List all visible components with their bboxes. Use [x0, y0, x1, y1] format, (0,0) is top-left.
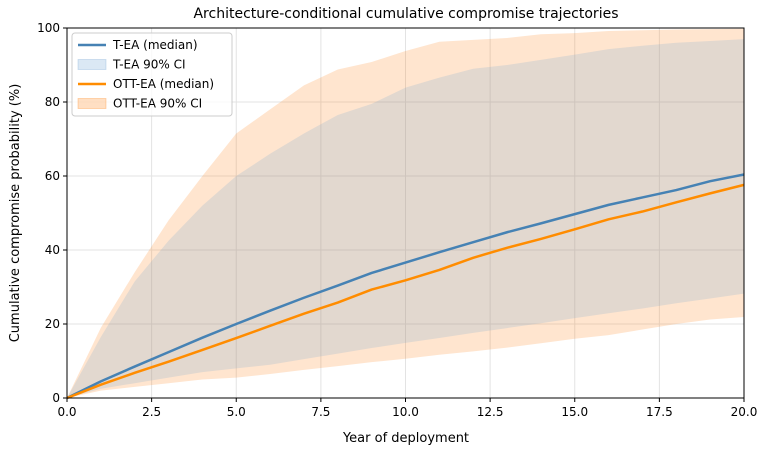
legend-box — [71, 32, 233, 117]
ci-bands — [67, 28, 744, 399]
y-axis: 0 20 40 60 80 100 — [37, 21, 67, 405]
y-tick-label-3: 60 — [45, 169, 60, 183]
x-tick-label-4: 10.0 — [392, 405, 419, 419]
y-tick-label-2: 40 — [45, 243, 60, 257]
line-t-ea-median- — [66, 173, 745, 400]
legend-label-t-ea-median-: T-EA (median) — [112, 38, 198, 52]
line-ott-ea-median- — [66, 183, 745, 400]
x-tick-label-2: 5.0 — [227, 405, 246, 419]
y-axis-label: Cumulative compromise probability (%) — [8, 84, 23, 343]
legend-swatch-ott-ea-90-ci — [77, 98, 107, 109]
chart-title: Architecture-conditional cumulative comp… — [193, 6, 618, 22]
x-tick-label-5: 12.5 — [477, 405, 504, 419]
x-tick-label-6: 15.0 — [561, 405, 588, 419]
x-tick-label-0: 0.0 — [57, 405, 76, 419]
legend-label-ott-ea-90-ci: OTT-EA 90% CI — [113, 97, 202, 111]
legend-label-ott-ea-median-: OTT-EA (median) — [113, 77, 214, 91]
legend-label-t-ea-90-ci: T-EA 90% CI — [112, 58, 186, 72]
legend: T-EA (median) T-EA 90% CI OTT-EA (median) O… — [71, 32, 233, 117]
y-tick-label-0: 0 — [52, 391, 60, 405]
x-tick-label-1: 2.5 — [142, 405, 161, 419]
median-lines — [66, 173, 745, 400]
x-tick-label-8: 20.0 — [731, 405, 758, 419]
y-tick-label-5: 100 — [37, 21, 60, 35]
x-axis: 0.0 2.5 5.0 7.5 10.0 12.5 15.0 17.5 20.0 — [57, 398, 757, 419]
y-tick-label-1: 20 — [45, 317, 60, 331]
y-tick-label-4: 80 — [45, 95, 60, 109]
x-tick-label-3: 7.5 — [311, 405, 330, 419]
legend-swatch-t-ea-90-ci — [77, 59, 107, 70]
x-axis-label: Year of deployment — [342, 431, 469, 446]
band-t-ea-90-ci — [67, 39, 744, 398]
x-tick-label-7: 17.5 — [646, 405, 673, 419]
band-ott-ea-90-ci — [67, 28, 744, 399]
